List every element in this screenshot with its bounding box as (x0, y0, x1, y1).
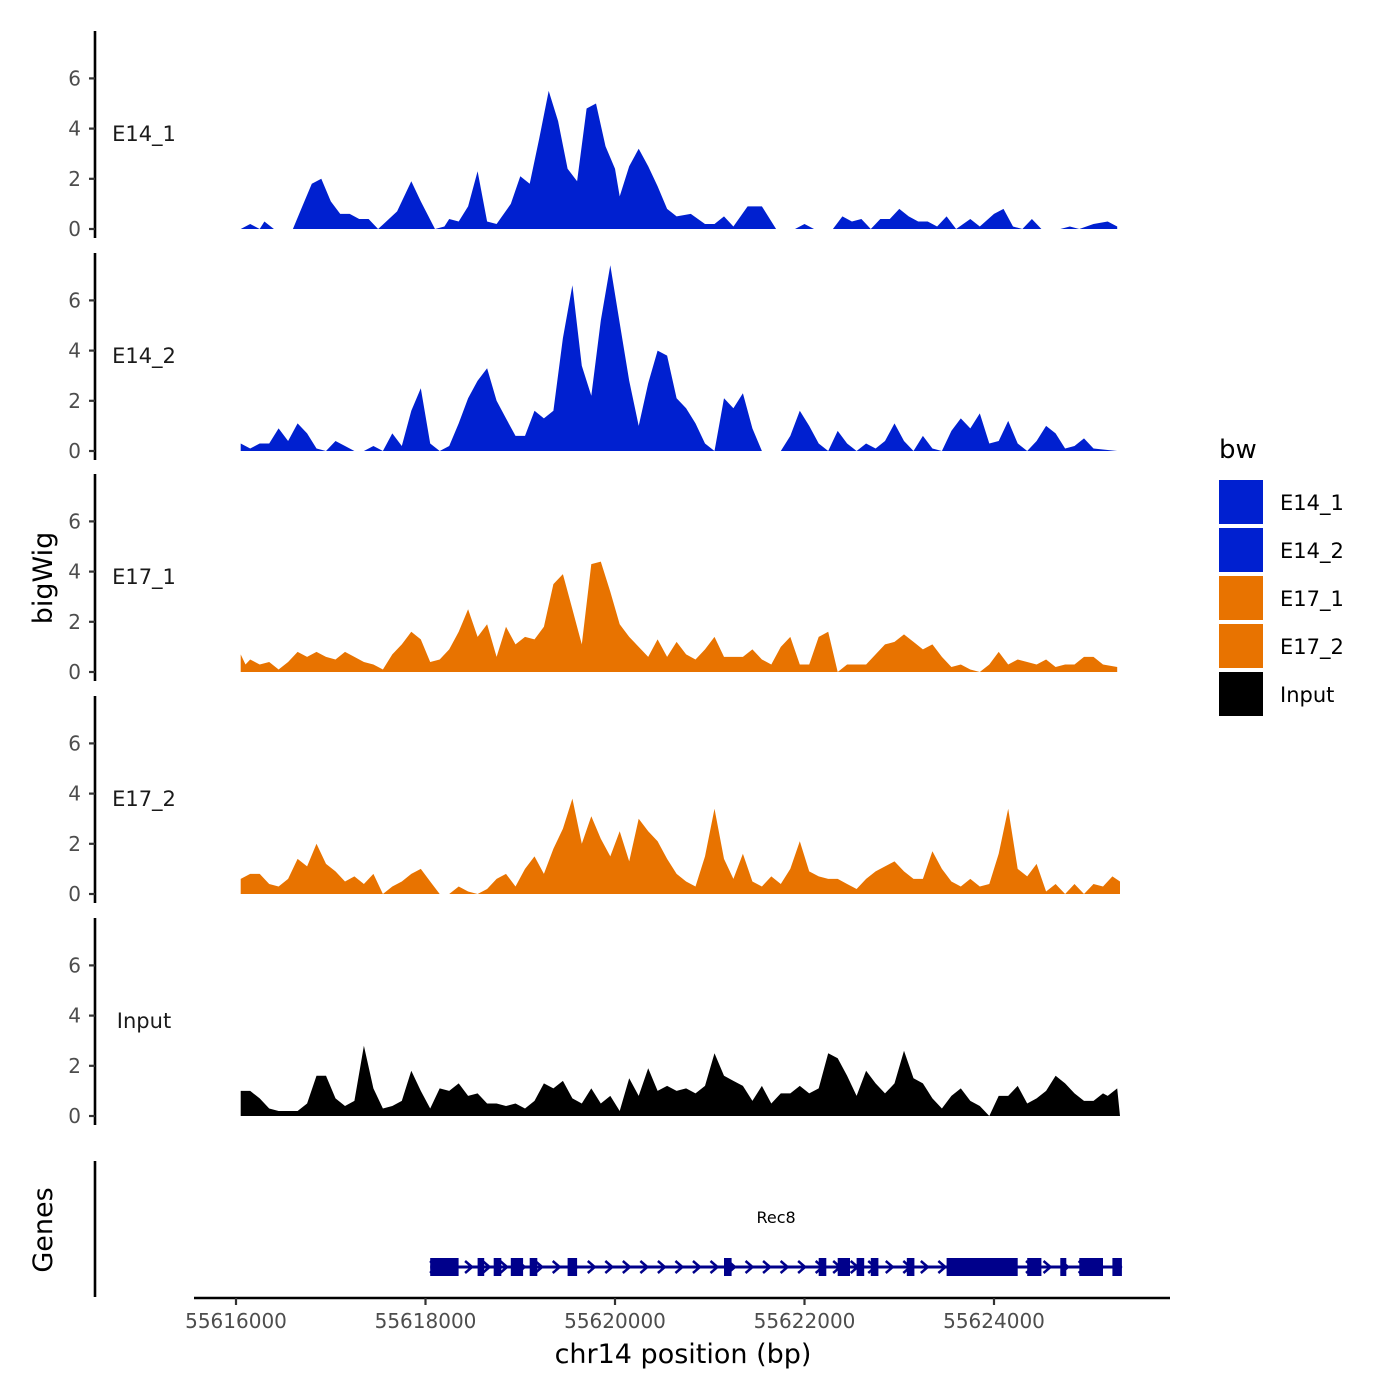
gene-exon (837, 1258, 850, 1276)
strand-arrow (657, 1260, 667, 1274)
gene-exon (1027, 1258, 1042, 1276)
x-tick-label: 55616000 (185, 1309, 287, 1333)
gene-exon (906, 1258, 915, 1276)
legend-swatch-Input (1219, 672, 1263, 716)
signal-area-E17_2 (240, 798, 1120, 894)
gene-exon (724, 1258, 732, 1276)
y-tick-label: 6 (68, 731, 81, 755)
gene-name-label: Rec8 (756, 1208, 795, 1227)
legend-label-E14_2: E14_2 (1280, 539, 1344, 564)
track-E14_1: 0 2 4 6 E14_1 (68, 31, 1118, 241)
y-tick-label: 6 (68, 953, 81, 977)
legend-label-E14_1: E14_1 (1280, 491, 1344, 516)
legend: bw E14_1 E14_2 E17_1 E17_2 Input (1219, 435, 1344, 716)
genes-axis-title: Genes (28, 1187, 59, 1272)
x-tick-label: 55622000 (754, 1309, 856, 1333)
y-tick-label: 4 (68, 117, 81, 141)
strand-arrow (604, 1260, 615, 1274)
gene-exon (529, 1258, 538, 1276)
strand-arrow (709, 1260, 720, 1274)
y-tick-label: 6 (68, 288, 81, 312)
strand-arrow (499, 1260, 510, 1274)
gene-track: Rec8 (93, 1161, 1123, 1297)
y-axis-title: bigWig (28, 532, 59, 625)
track-label: E17_2 (112, 787, 176, 812)
y-tick-label: 2 (68, 389, 81, 413)
gene-exon (818, 1258, 827, 1276)
strand-arrow (920, 1260, 930, 1274)
gene-exon (493, 1258, 502, 1276)
signal-area-E17_1 (240, 561, 1118, 672)
signal-area-Input (240, 1045, 1120, 1116)
strand-arrow (586, 1260, 597, 1274)
y-tick-label: 0 (68, 217, 81, 241)
track-label: E17_1 (112, 565, 176, 590)
track-label: E14_1 (112, 122, 176, 147)
y-tick-label: 4 (68, 339, 81, 363)
gene-exon (1112, 1258, 1122, 1276)
y-tick-label: 2 (68, 1054, 81, 1078)
strand-arrow (762, 1260, 772, 1274)
gene-exon (870, 1258, 879, 1276)
strand-arrow (692, 1260, 702, 1274)
track-label: E14_2 (112, 344, 176, 369)
strand-arrow (622, 1260, 632, 1274)
gene-exon (567, 1258, 578, 1276)
y-tick-label: 4 (68, 560, 81, 584)
strand-arrow (481, 1260, 492, 1274)
strand-arrow (744, 1260, 755, 1274)
y-tick-label: 0 (68, 439, 81, 463)
gene-exon (430, 1258, 459, 1276)
y-tick-label: 4 (68, 1004, 81, 1028)
signal-area-E14_1 (240, 90, 1118, 230)
strand-arrow (779, 1260, 790, 1274)
strand-arrow (464, 1260, 475, 1274)
track-E17_2: 0 2 4 6 E17_2 (68, 696, 1120, 906)
x-axis-title: chr14 position (bp) (555, 1339, 812, 1370)
gene-exon (856, 1258, 865, 1276)
y-tick-label: 0 (68, 1104, 81, 1128)
signal-area-E14_2 (240, 265, 1118, 451)
x-tick-label: 55624000 (943, 1309, 1045, 1333)
legend-swatch-E14_1 (1219, 480, 1263, 524)
gene-exon (946, 1258, 1018, 1276)
track-label: Input (117, 1009, 171, 1033)
x-tick-label: 55618000 (375, 1309, 477, 1333)
y-tick-label: 0 (68, 660, 81, 684)
y-tick-label: 2 (68, 832, 81, 856)
y-tick-label: 6 (68, 509, 81, 533)
track-E14_2: 0 2 4 6 E14_2 (68, 253, 1118, 463)
strand-arrow (797, 1260, 808, 1274)
track-E17_1: 0 2 4 6 E17_1 (68, 474, 1118, 684)
legend-swatch-E17_1 (1219, 576, 1263, 620)
y-tick-label: 4 (68, 782, 81, 806)
y-tick-label: 2 (68, 167, 81, 191)
legend-swatch-E14_2 (1219, 528, 1263, 572)
strand-arrow (534, 1260, 545, 1274)
legend-label-E17_2: E17_2 (1280, 635, 1344, 660)
legend-label-E17_1: E17_1 (1280, 587, 1344, 612)
gene-exon (1060, 1258, 1067, 1276)
legend-swatch-E17_2 (1219, 624, 1263, 668)
x-tick-label: 55620000 (564, 1309, 666, 1333)
gene-exon (477, 1258, 485, 1276)
strand-arrow (937, 1260, 948, 1274)
gene-exon (1079, 1258, 1103, 1276)
track-Input: 0 2 4 6 Input (68, 918, 1120, 1128)
y-tick-label: 0 (68, 882, 81, 906)
gene-exon (510, 1258, 524, 1276)
x-axis: 55616000 55618000 55620000 55622000 55624000 (185, 1296, 1170, 1333)
strand-arrow (639, 1260, 650, 1274)
strand-arrow (1042, 1260, 1053, 1274)
legend-title: bw (1219, 435, 1257, 465)
legend-label-Input: Input (1280, 683, 1334, 707)
strand-arrow (674, 1260, 685, 1274)
signal-tracks: 0 2 4 6 E14_1 0 2 4 6 E14_2 0 2 4 6 E17_1 0 2 4 6 E17_2 0 2 4 6… (68, 31, 1120, 1128)
y-tick-label: 6 (68, 66, 81, 90)
strand-arrow (551, 1260, 562, 1274)
strand-arrow (884, 1260, 895, 1274)
y-tick-label: 2 (68, 610, 81, 634)
